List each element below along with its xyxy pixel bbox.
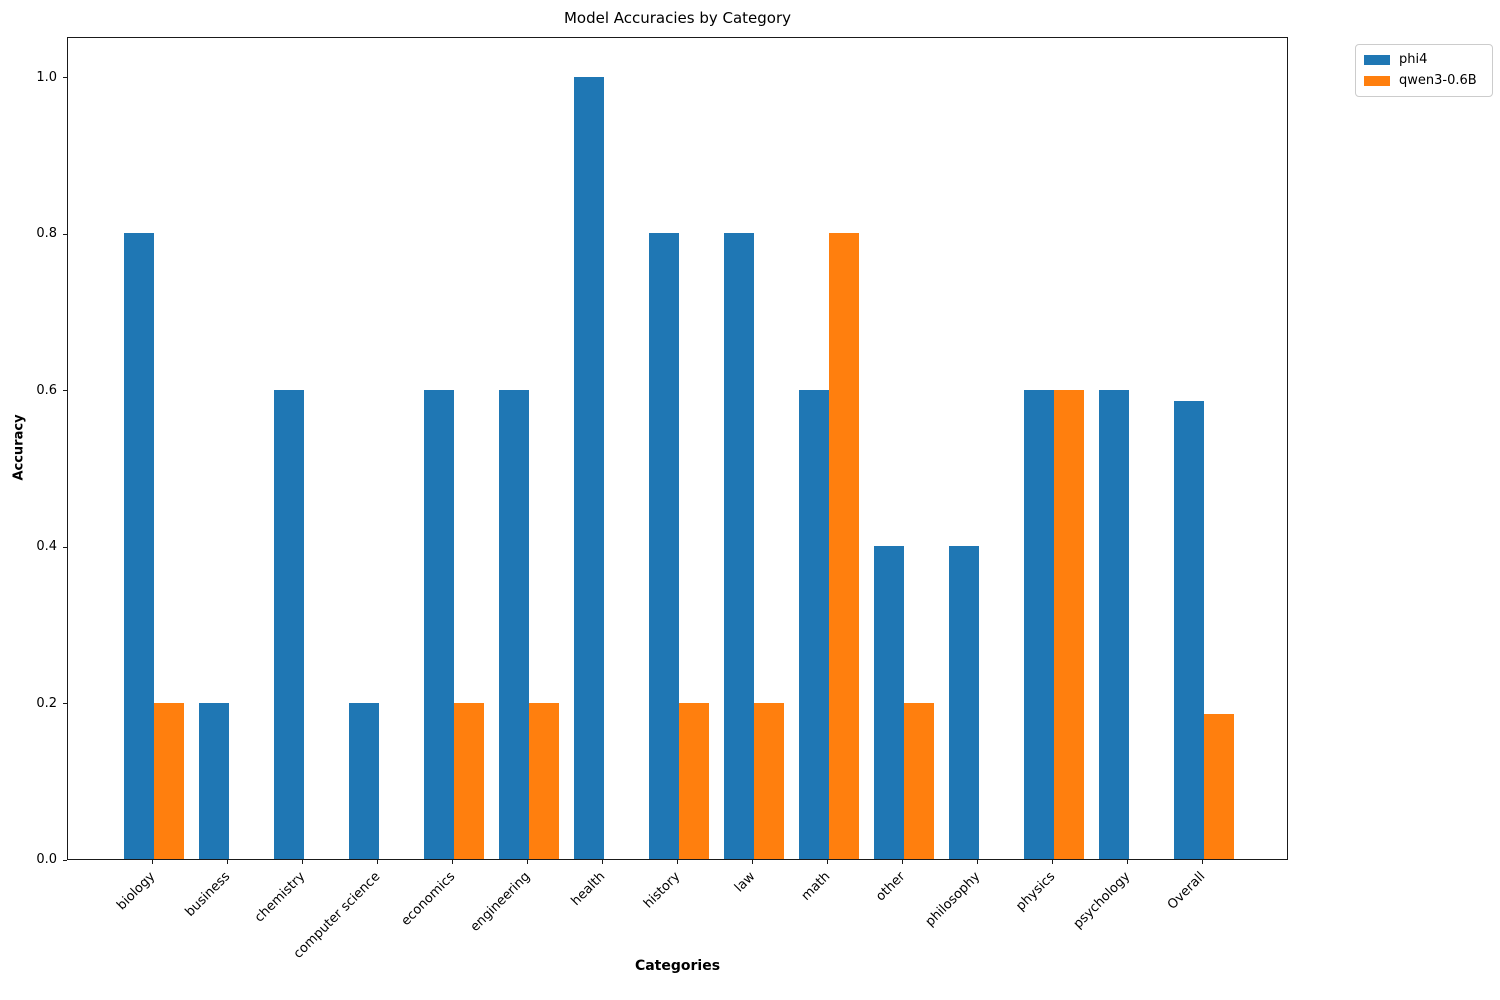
y-tick-label-0.4: 0.4 bbox=[36, 539, 57, 555]
x-tick-mark-physics bbox=[1052, 860, 1053, 864]
y-tick-label-0.8: 0.8 bbox=[36, 226, 57, 242]
bar-qwen3-0-6b-math bbox=[828, 233, 859, 859]
x-tick-mark-math bbox=[827, 860, 828, 864]
legend-swatch-phi4 bbox=[1364, 55, 1390, 65]
y-tick-mark-0.2 bbox=[63, 703, 67, 705]
legend-item-qwen3-0-6b: qwen3-0.6B bbox=[1364, 73, 1482, 89]
x-axis-label: Categories bbox=[634, 958, 721, 974]
bar-phi4-psychology bbox=[1098, 389, 1129, 859]
bar-qwen3-0-6b-economics bbox=[453, 702, 484, 859]
bar-phi4-physics bbox=[1023, 389, 1054, 859]
y-tick-mark-0.6 bbox=[63, 390, 67, 392]
bar-phi4-history bbox=[648, 233, 679, 859]
y-tick-mark-0.4 bbox=[63, 546, 67, 548]
x-tick-mark-other bbox=[902, 860, 903, 864]
bar-qwen3-0-6b-overall bbox=[1203, 713, 1234, 859]
plot-area bbox=[67, 37, 1288, 860]
y-tick-mark-0.0 bbox=[63, 859, 67, 861]
y-tick-mark-0.8 bbox=[63, 233, 67, 235]
x-tick-mark-business bbox=[227, 860, 228, 864]
x-tick-mark-economics bbox=[452, 860, 453, 864]
bar-phi4-business bbox=[198, 702, 229, 859]
legend-label-phi4: phi4 bbox=[1399, 52, 1428, 67]
x-tick-mark-law bbox=[752, 860, 753, 864]
bar-phi4-overall bbox=[1173, 400, 1204, 859]
y-axis-label: Accuracy bbox=[11, 414, 27, 481]
y-tick-label-0.0: 0.0 bbox=[36, 852, 57, 867]
bar-phi4-computer-science bbox=[348, 702, 379, 859]
chart-title: Model Accuracies by Category bbox=[563, 9, 792, 27]
x-tick-mark-health bbox=[602, 860, 603, 864]
bar-phi4-philosophy bbox=[948, 546, 979, 859]
bar-qwen3-0-6b-engineering bbox=[528, 702, 559, 859]
bar-qwen3-0-6b-physics bbox=[1053, 389, 1084, 859]
y-tick-label-1.0: 1.0 bbox=[36, 69, 57, 85]
bar-phi4-law bbox=[723, 233, 754, 859]
bar-qwen3-0-6b-biology bbox=[153, 702, 184, 859]
bar-phi4-chemistry bbox=[273, 389, 304, 859]
x-tick-mark-biology bbox=[152, 860, 153, 864]
bar-phi4-health bbox=[573, 76, 604, 859]
x-tick-label-biology: biology bbox=[113, 869, 158, 914]
legend-item-phi4: phi4 bbox=[1364, 52, 1482, 68]
bar-phi4-other bbox=[873, 546, 904, 859]
y-tick-label-0.2: 0.2 bbox=[36, 695, 57, 711]
x-tick-mark-overall bbox=[1202, 860, 1203, 864]
x-tick-mark-philosophy bbox=[977, 860, 978, 864]
x-tick-mark-psychology bbox=[1127, 860, 1128, 864]
bar-qwen3-0-6b-history bbox=[678, 702, 709, 859]
bar-qwen3-0-6b-law bbox=[753, 702, 784, 859]
x-tick-mark-chemistry bbox=[302, 860, 303, 864]
bar-phi4-economics bbox=[423, 389, 454, 859]
bar-phi4-biology bbox=[123, 233, 154, 859]
legend: phi4 qwen3-0.6B bbox=[1355, 44, 1493, 97]
x-tick-mark-history bbox=[677, 860, 678, 864]
bar-phi4-engineering bbox=[498, 389, 529, 859]
y-tick-label-0.6: 0.6 bbox=[36, 382, 57, 398]
legend-swatch-qwen3-0-6b bbox=[1364, 76, 1390, 86]
x-tick-mark-computer-science bbox=[377, 860, 378, 864]
x-tick-mark-engineering bbox=[527, 860, 528, 864]
y-tick-mark-1.0 bbox=[63, 77, 67, 79]
legend-label-qwen3-0-6b: qwen3-0.6B bbox=[1399, 73, 1477, 88]
bar-qwen3-0-6b-other bbox=[903, 702, 934, 859]
bar-phi4-math bbox=[798, 389, 829, 859]
